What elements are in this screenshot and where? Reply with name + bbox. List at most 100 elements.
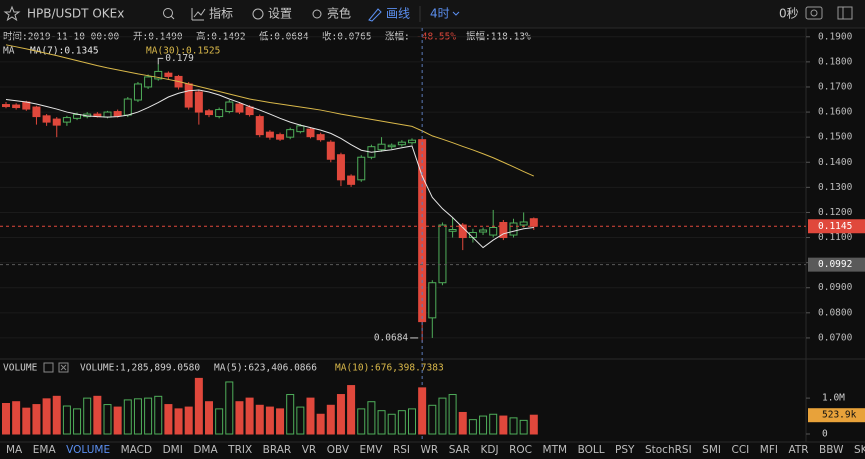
volume-ma10: MA(10):676,398.7383: [335, 363, 444, 374]
volume-bar: [286, 394, 295, 435]
indicator-tab[interactable]: MFI: [760, 444, 778, 456]
volume-bar: [62, 405, 71, 435]
camera-icon[interactable]: [805, 6, 823, 20]
indicator-tab[interactable]: DMI: [163, 444, 183, 456]
candle-body: [12, 104, 21, 109]
indicator-icon: [191, 8, 206, 21]
indicator-tab[interactable]: OBV: [327, 444, 350, 456]
volume-bar: [32, 404, 41, 435]
indicator-tab[interactable]: TRIX: [227, 444, 252, 456]
indicator-tab[interactable]: StochRSI: [645, 444, 692, 456]
volume-bar: [296, 406, 305, 435]
toolbar-button[interactable]: 画线: [386, 7, 410, 21]
y-tick-label: 0.0700: [818, 332, 853, 343]
candle-body: [499, 221, 508, 239]
indicator-tab[interactable]: RSI: [393, 444, 410, 456]
indicator-tab[interactable]: KDJ: [481, 444, 499, 456]
indicator-tab[interactable]: VOLUME: [66, 444, 110, 456]
candle-body: [265, 131, 274, 138]
search-icon[interactable]: [163, 8, 173, 18]
volume-bar: [22, 407, 31, 435]
volume-bar: [509, 417, 518, 435]
price-tag: [808, 219, 865, 234]
volume-bar: [73, 408, 82, 435]
indicator-tab[interactable]: SKDJ: [854, 444, 865, 456]
indicator-tab[interactable]: BOLL: [578, 444, 605, 456]
candle-body: [42, 115, 51, 123]
candle-body: [286, 129, 295, 138]
selected-interval[interactable]: 4时: [430, 7, 450, 21]
close-cross: [60, 364, 67, 371]
volume-bar: [154, 395, 163, 435]
candle-body: [225, 101, 234, 113]
y-tick-label: 0.1700: [818, 81, 853, 92]
candle-body: [296, 125, 305, 133]
toolbar-button[interactable]: 亮色: [327, 6, 351, 21]
ma-line: [5, 44, 535, 177]
volume-bar: [387, 413, 396, 435]
volume-bar: [306, 397, 315, 435]
volume-bar: [93, 395, 102, 435]
volume-bar: [12, 401, 21, 435]
candle-body: [205, 110, 213, 116]
indicator-tab[interactable]: MACD: [121, 444, 152, 456]
toolbar-button[interactable]: 设置: [268, 7, 292, 21]
volume-bar: [255, 404, 264, 435]
volume-bar: [367, 401, 376, 435]
indicator-tab[interactable]: CCI: [732, 444, 750, 456]
volume-bar: [225, 381, 234, 435]
y-tick-label: 0.1300: [818, 182, 853, 193]
volume-bar: [83, 397, 92, 435]
indicator-tab[interactable]: ROC: [509, 444, 532, 456]
candle-body: [397, 141, 406, 146]
volume-tick-label: 1.0M: [822, 393, 845, 404]
y-tick-label: 0.1600: [818, 107, 853, 118]
indicator-tab[interactable]: ATR: [788, 444, 808, 456]
y-tick-label: 0.1900: [818, 31, 853, 42]
toolbar-button[interactable]: 指标: [209, 6, 233, 21]
indicator-tab[interactable]: DMA: [193, 444, 218, 456]
volume-bar: [174, 408, 183, 435]
candle-body: [113, 111, 122, 117]
candle-body: [276, 134, 285, 140]
candle-body: [123, 98, 132, 116]
indicator-tab[interactable]: SAR: [449, 444, 470, 456]
indicator-tab[interactable]: VR: [302, 444, 316, 456]
favorite-icon[interactable]: [3, 5, 21, 22]
indicator-tab[interactable]: EMA: [33, 444, 57, 456]
indicator-tab[interactable]: EMV: [360, 444, 384, 456]
volume-bar: [144, 397, 153, 435]
indicator-tab[interactable]: PSY: [615, 444, 635, 456]
volume-bar: [468, 419, 477, 435]
y-tick-label: 0.0800: [818, 307, 853, 318]
indicator-tab[interactable]: BBW: [819, 444, 844, 456]
indicator-tab[interactable]: SMI: [702, 444, 721, 456]
candle-body: [2, 104, 10, 108]
price-tag: [808, 257, 865, 272]
indicator-tab[interactable]: MA: [6, 444, 23, 456]
indicator-tab[interactable]: MTM: [543, 444, 568, 456]
layout-icon[interactable]: [837, 6, 853, 20]
candle-body: [519, 221, 528, 226]
ma7-value: MA(7):0.1345: [30, 46, 99, 57]
candle-body: [509, 222, 518, 236]
price-tag-label: 0.1145: [818, 221, 852, 232]
indicator-tab[interactable]: WR: [421, 444, 439, 456]
candle-body: [164, 72, 173, 77]
volume-bar: [42, 398, 51, 435]
candle-body: [62, 117, 71, 123]
close-icon[interactable]: [58, 362, 69, 373]
candle-body: [336, 154, 345, 181]
annotation-arrow: [157, 57, 164, 65]
y-tick-label: 0.1800: [818, 56, 853, 67]
volume-ma5: MA(5):623,406.0866: [214, 363, 317, 374]
volume-bar: [357, 408, 366, 435]
volume-bar: [123, 399, 132, 435]
indicator-tab[interactable]: BRAR: [263, 444, 292, 456]
candle-body: [489, 227, 498, 236]
y-tick-label: 0.1400: [818, 157, 853, 168]
volume-bar: [235, 401, 244, 435]
volume-bar: [194, 377, 203, 435]
settings-icon[interactable]: [43, 362, 54, 373]
volume-bar: [448, 394, 457, 435]
